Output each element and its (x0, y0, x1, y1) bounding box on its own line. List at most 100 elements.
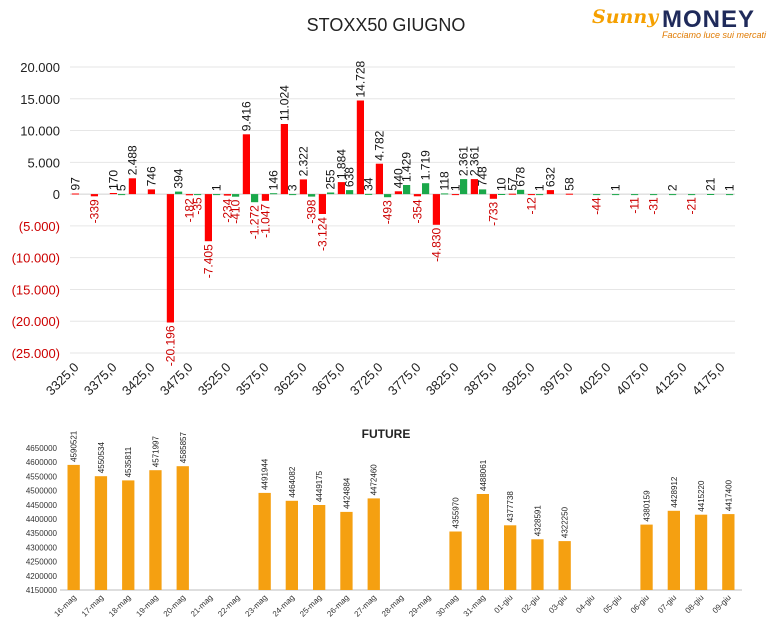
put-bar (213, 194, 221, 196)
put-data-label: 2 (666, 184, 680, 191)
call-data-label: -3.124 (315, 217, 329, 251)
call-data-label: -12 (524, 197, 538, 215)
put-data-label: 146 (267, 170, 281, 190)
future-xtick-label: 07-giu (656, 593, 678, 615)
call-bar (242, 134, 250, 195)
call-data-label: -339 (87, 199, 101, 223)
put-data-label: 748 (476, 166, 490, 186)
call-data-label: -1.047 (258, 203, 272, 237)
future-data-label: 4585857 (179, 432, 188, 464)
call-data-label: 4.782 (372, 130, 386, 160)
call-data-label: 9.416 (239, 101, 253, 131)
future-xtick-label: 17-mag (80, 593, 106, 619)
future-ytick-label: 4500000 (26, 487, 58, 496)
future-data-label: 4424884 (342, 477, 351, 509)
call-data-label: -234 (220, 198, 234, 222)
put-data-label: -11 (628, 197, 642, 214)
put-data-label: -398 (305, 199, 319, 223)
future-data-label: 4355970 (452, 497, 461, 529)
put-data-label: 1.429 (400, 152, 414, 182)
put-bar (232, 194, 240, 197)
future-xtick-label: 05-giu (602, 593, 624, 615)
put-data-label: -31 (647, 197, 661, 215)
future-ytick-label: 4400000 (26, 515, 58, 524)
top-ytick-label: (20.000) (12, 314, 60, 329)
call-bar (565, 193, 573, 195)
future-xtick-label: 22-mag (216, 593, 242, 619)
future-xtick-label: 19-mag (134, 593, 160, 619)
call-data-label: -4.830 (429, 227, 443, 261)
top-xtick-label: 3975,0 (537, 360, 576, 399)
put-bar (365, 193, 373, 195)
call-bar (394, 191, 402, 195)
future-data-label: 4472460 (370, 464, 379, 496)
future-xtick-label: 27-mag (353, 593, 379, 619)
put-data-label: -44 (590, 197, 604, 215)
future-bar (640, 524, 653, 590)
call-bar (451, 194, 459, 196)
put-data-label: 255 (324, 169, 338, 189)
future-data-label: 4449175 (315, 470, 324, 502)
top-ytick-label: 20.000 (20, 60, 60, 75)
call-bar (470, 179, 478, 195)
future-bar (722, 514, 735, 590)
put-bar (194, 194, 202, 196)
put-bar (441, 193, 449, 195)
call-data-label: 1 (448, 184, 462, 191)
put-data-label: 394 (172, 168, 186, 188)
top-ytick-label: (25.000) (12, 346, 60, 361)
call-bar (261, 194, 269, 201)
future-xtick-label: 31-mag (462, 593, 488, 619)
top-ytick-label: 10.000 (20, 124, 60, 139)
future-bar (122, 480, 135, 590)
future-xtick-label: 25-mag (298, 593, 324, 619)
top-xtick-label: 4125,0 (651, 360, 690, 399)
future-xtick-label: 02-giu (520, 593, 542, 615)
call-data-label: -7.405 (201, 244, 215, 278)
future-bar (285, 500, 298, 590)
top-xtick-label: 3825,0 (423, 360, 462, 399)
top-ytick-label: 0 (53, 187, 60, 202)
put-data-label: 1.719 (419, 150, 433, 180)
put-bar (289, 194, 297, 196)
future-xtick-label: 01-giu (492, 593, 514, 615)
call-data-label: -733 (486, 201, 500, 225)
put-bar (479, 189, 487, 195)
future-bar (149, 470, 162, 590)
call-bar (185, 194, 193, 196)
call-bar (299, 179, 307, 195)
future-xtick-label: 04-giu (574, 593, 596, 615)
top-chart-title: STOXX50 GIUGNO (307, 15, 466, 35)
future-ytick-label: 4200000 (26, 572, 58, 581)
put-data-label: 1 (533, 184, 547, 191)
logo-tagline: Facciamo luce sui mercati (662, 30, 767, 40)
put-bar (118, 194, 126, 196)
future-data-label: 4428912 (670, 476, 679, 508)
future-ytick-label: 4450000 (26, 501, 58, 510)
future-chart-title: FUTURE (362, 427, 411, 441)
call-bar (147, 189, 155, 195)
future-xtick-label: 23-mag (243, 593, 269, 619)
call-data-label: -354 (410, 199, 424, 223)
future-bar (694, 514, 708, 590)
future-xtick-label: 24-mag (271, 593, 297, 619)
call-bar (337, 182, 345, 195)
put-data-label: 21 (704, 177, 718, 191)
top-xtick-label: 3625,0 (271, 360, 310, 399)
call-data-label: 2.322 (296, 146, 310, 176)
call-bar (204, 194, 212, 242)
future-bar (476, 494, 489, 590)
top-ytick-label: (5.000) (19, 219, 60, 234)
put-data-label: -1.272 (248, 205, 262, 239)
put-data-label: -493 (381, 200, 395, 224)
top-xtick-label: 3675,0 (309, 360, 348, 399)
put-bar (270, 193, 278, 195)
future-xtick-label: 16-mag (52, 593, 78, 619)
future-data-label: 4550534 (97, 442, 106, 474)
put-bar (422, 183, 430, 195)
call-bar (90, 194, 98, 197)
call-bar (356, 100, 364, 195)
put-bar (175, 191, 183, 195)
put-data-label: 678 (514, 166, 528, 186)
